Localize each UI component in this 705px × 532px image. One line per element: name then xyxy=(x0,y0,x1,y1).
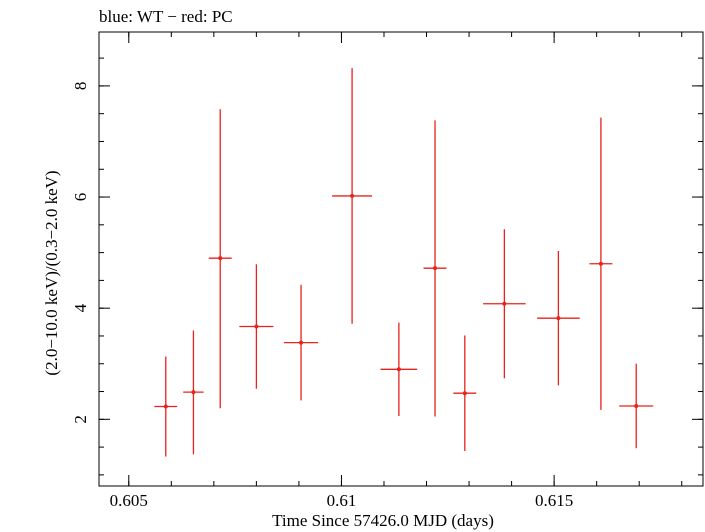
point-marker xyxy=(634,403,639,408)
data-point xyxy=(589,117,613,410)
data-point xyxy=(619,363,654,449)
point-marker xyxy=(218,256,223,261)
point-marker xyxy=(598,261,603,266)
plot-frame xyxy=(98,31,704,487)
x-tick-label: 0.61 xyxy=(327,491,357,510)
point-marker xyxy=(462,391,467,396)
point-marker xyxy=(502,301,507,306)
point-marker xyxy=(433,266,438,271)
y-tick-label: 4 xyxy=(71,303,90,312)
data-point xyxy=(483,229,526,379)
data-point xyxy=(423,120,447,417)
data-layer xyxy=(154,68,654,457)
axis-ticks: 0.605 0.61 0.615 2 4 6 8 xyxy=(71,32,703,510)
point-marker xyxy=(556,316,561,321)
y-axis-label: (2.0−10.0 keV)/(0.3−2.0 keV) xyxy=(42,170,61,375)
data-point xyxy=(380,322,418,416)
data-point xyxy=(284,284,319,401)
data-point xyxy=(154,356,178,457)
point-marker xyxy=(163,404,168,409)
x-tick-label: 0.605 xyxy=(110,491,148,510)
data-point xyxy=(332,68,373,324)
point-marker xyxy=(350,193,355,198)
y-tick-label: 6 xyxy=(71,193,90,202)
chart-title: blue: WT − red: PC xyxy=(99,7,233,26)
x-tick-label: 0.615 xyxy=(535,491,573,510)
data-point xyxy=(183,330,204,455)
point-marker xyxy=(396,367,401,372)
data-point xyxy=(239,264,274,389)
y-tick-label: 2 xyxy=(71,415,90,424)
point-marker xyxy=(254,324,259,329)
x-axis-label: Time Since 57426.0 MJD (days) xyxy=(272,511,494,530)
point-marker xyxy=(191,390,196,395)
data-point xyxy=(453,335,477,451)
y-tick-label: 8 xyxy=(71,82,90,91)
data-point xyxy=(208,109,232,409)
data-point xyxy=(537,250,580,386)
point-marker xyxy=(299,340,304,345)
